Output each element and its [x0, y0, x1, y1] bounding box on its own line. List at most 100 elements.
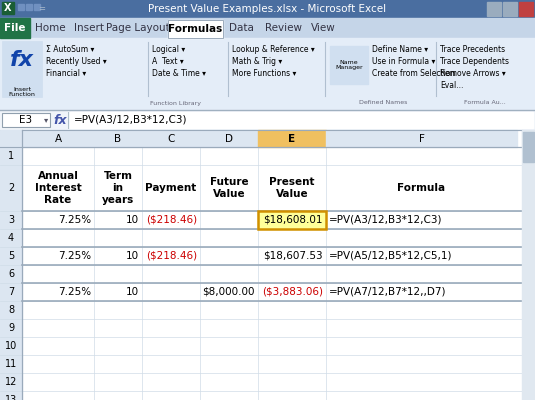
Bar [22, 165, 522, 211]
Bar [18, 4, 24, 10]
Text: Create from Selection: Create from Selection [372, 70, 455, 78]
Text: Present
Value: Present Value [269, 177, 315, 199]
Text: Review: Review [264, 23, 302, 33]
Bar [22, 130, 94, 147]
Text: Remove Arrows ▾: Remove Arrows ▾ [440, 70, 506, 78]
Text: Define Name ▾: Define Name ▾ [372, 46, 428, 54]
Bar [0, 165, 22, 211]
Text: B: B [114, 134, 121, 144]
Bar [94, 130, 142, 147]
Bar [22, 229, 522, 247]
Text: Future
Value: Future Value [210, 177, 248, 199]
Text: 2: 2 [8, 183, 14, 193]
Bar [0, 130, 535, 400]
Text: ($3,883.06): ($3,883.06) [262, 287, 323, 297]
Text: Present Value Examples.xlsx - Microsoft Excel: Present Value Examples.xlsx - Microsoft … [148, 4, 387, 14]
Bar [522, 130, 535, 400]
Text: Formula: Formula [398, 183, 446, 193]
Text: 7.25%: 7.25% [58, 215, 91, 225]
Bar [258, 211, 326, 229]
Text: 7.25%: 7.25% [58, 287, 91, 297]
Bar [0, 319, 22, 337]
Text: fx: fx [10, 50, 34, 70]
Bar [503, 2, 517, 16]
Bar [0, 130, 22, 147]
Bar [522, 130, 535, 400]
Text: 11: 11 [5, 359, 17, 369]
Text: Trace Dependents: Trace Dependents [440, 58, 509, 66]
Text: E: E [288, 134, 295, 144]
Text: A: A [55, 134, 62, 144]
Bar [0, 301, 22, 319]
Bar [0, 265, 22, 283]
Bar [487, 2, 501, 16]
Text: Name
Manager: Name Manager [335, 60, 363, 70]
Bar [519, 2, 533, 16]
Text: Page Layout: Page Layout [106, 23, 170, 33]
Bar [0, 18, 535, 38]
Bar [258, 211, 326, 229]
Bar [70, 112, 533, 128]
Text: $18,608.01: $18,608.01 [264, 215, 323, 225]
Text: 10: 10 [5, 341, 17, 351]
Bar [0, 0, 535, 18]
Bar [22, 265, 522, 283]
Text: More Functions ▾: More Functions ▾ [232, 70, 296, 78]
Text: Insert: Insert [74, 23, 104, 33]
Bar [22, 301, 522, 319]
Bar [22, 283, 522, 301]
Bar [330, 46, 368, 84]
Bar [168, 20, 223, 38]
Bar [2, 113, 50, 127]
Bar [523, 132, 534, 162]
Bar [34, 4, 40, 10]
Text: =PV(A5/12,B5*12,C5,1): =PV(A5/12,B5*12,C5,1) [329, 251, 453, 261]
Text: ($218.46): ($218.46) [146, 251, 197, 261]
Bar [258, 130, 326, 147]
Text: Function Library: Function Library [149, 100, 201, 106]
Bar [2, 113, 50, 127]
Text: E3: E3 [19, 115, 33, 125]
Text: F: F [418, 134, 424, 144]
Text: A  Text ▾: A Text ▾ [152, 58, 184, 66]
Bar [0, 337, 22, 355]
Text: Σ AutoSum ▾: Σ AutoSum ▾ [46, 46, 94, 54]
Bar [168, 20, 223, 38]
Bar [0, 247, 22, 265]
Text: D: D [225, 134, 233, 144]
Text: =: = [39, 4, 45, 14]
Text: 3: 3 [8, 215, 14, 225]
Text: 12: 12 [5, 377, 17, 387]
Bar [0, 38, 535, 110]
Text: View: View [311, 23, 335, 33]
Bar [2, 2, 14, 14]
Text: Formula Au...: Formula Au... [464, 100, 506, 106]
Bar [0, 110, 535, 130]
Text: fx: fx [53, 114, 67, 126]
Bar [0, 229, 22, 247]
Text: 10: 10 [126, 251, 139, 261]
Bar [0, 18, 30, 38]
Bar [142, 130, 200, 147]
Bar [22, 355, 522, 373]
Bar [0, 373, 22, 391]
Text: $8,000.00: $8,000.00 [203, 287, 255, 297]
Bar [0, 355, 22, 373]
Text: Financial ▾: Financial ▾ [46, 70, 86, 78]
Text: Date & Time ▾: Date & Time ▾ [152, 70, 206, 78]
Bar [22, 391, 522, 400]
Text: 6: 6 [8, 269, 14, 279]
Text: Formulas: Formulas [169, 24, 223, 34]
Bar [22, 337, 522, 355]
Text: Defined Names: Defined Names [359, 100, 407, 106]
Text: Term
in
years: Term in years [102, 171, 134, 204]
Text: Eval...: Eval... [440, 82, 463, 90]
Text: 4: 4 [8, 233, 14, 243]
Bar [326, 130, 517, 147]
Bar [0, 283, 22, 301]
Text: Trace Precedents: Trace Precedents [440, 46, 505, 54]
Text: 10: 10 [126, 215, 139, 225]
Text: Payment: Payment [146, 183, 197, 193]
Text: 5: 5 [8, 251, 14, 261]
Bar [0, 211, 22, 229]
